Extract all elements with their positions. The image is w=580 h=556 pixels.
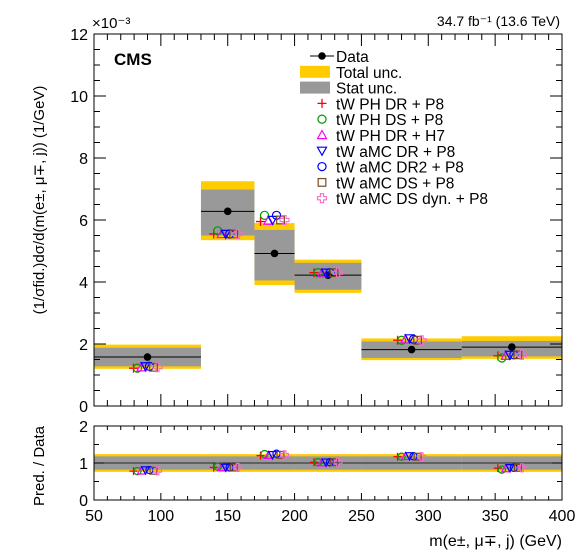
legend-label: tW PH DR + P8	[336, 96, 444, 113]
legend-swatch	[300, 81, 330, 94]
x-tick-label: 150	[214, 508, 241, 525]
ratio-marker	[497, 465, 507, 474]
legend-marker	[316, 146, 328, 157]
x-tick-label: 100	[148, 508, 175, 525]
top-prediction-markers	[128, 210, 527, 373]
prediction-marker	[220, 229, 232, 240]
ratio-marker	[276, 450, 285, 459]
y-tick-label: 2	[79, 337, 88, 354]
ratio-marker	[140, 466, 151, 476]
x-tick-label: 350	[482, 508, 509, 525]
prediction-marker	[413, 335, 422, 345]
y-tick-label: 4	[79, 275, 88, 292]
prediction-marker	[216, 228, 228, 239]
prediction-marker	[132, 363, 143, 373]
legend-marker	[317, 114, 327, 124]
prediction-marker	[332, 267, 344, 278]
ratio-marker	[333, 457, 343, 467]
legend-marker	[317, 161, 327, 172]
data-point	[508, 343, 516, 351]
prediction-marker	[504, 350, 516, 361]
y-tick-label: 10	[70, 89, 88, 106]
y-tick-label: 8	[79, 151, 88, 168]
legend-label: Total unc.	[336, 65, 402, 82]
prediction-marker	[329, 268, 339, 278]
y-tick-label: 6	[79, 213, 88, 230]
y-axis-label: (1/σfid.)dσ/d(m(e±, μ∓, j)) (1/GeV)	[31, 86, 48, 315]
x-axis-label: m(e±, μ∓, j) (GeV)	[429, 533, 562, 550]
legend-label: tW aMC DR + P8	[336, 144, 455, 161]
y-tick-label: 12	[70, 27, 88, 44]
ratio-y-tick-label: 2	[79, 419, 88, 436]
legend-marker	[316, 129, 328, 140]
ratio-marker	[220, 463, 231, 473]
legend-label: tW aMC DR2 + P8	[336, 160, 464, 177]
legend-marker	[317, 98, 327, 108]
legend-data-marker	[318, 52, 326, 60]
ratio-marker	[417, 452, 427, 462]
legend-label: tW aMC DS + P8	[336, 175, 454, 192]
data-point	[223, 207, 232, 216]
ratio-marker	[517, 463, 527, 473]
ratio-marker	[133, 466, 142, 476]
ratio-marker	[397, 452, 406, 461]
lumi-label: 34.7 fb⁻¹ (13.6 TeV)	[437, 13, 560, 29]
prediction-marker	[232, 228, 243, 239]
prediction-marker	[513, 350, 523, 360]
ratio-marker	[152, 466, 163, 476]
x-tick-label: 300	[415, 508, 442, 525]
ratio-axes: 50 100 150 200 250 300 350 400 0 1 2	[79, 419, 575, 525]
legend-label: tW aMC DS dyn. + P8	[336, 191, 488, 208]
ratio-marker	[320, 458, 332, 468]
ratio-marker	[279, 450, 290, 460]
prediction-marker	[152, 362, 163, 373]
legend-marker	[316, 193, 328, 204]
prediction-marker	[497, 353, 507, 363]
legend-label: tW PH DS + P8	[336, 112, 443, 129]
prediction-marker	[516, 349, 527, 360]
ratio-y-axis-label: Pred. / Data	[31, 425, 48, 506]
ratio-marker	[504, 464, 515, 474]
ratio-marker	[513, 463, 522, 472]
x-tick-label: 250	[348, 508, 375, 525]
x-tick-label: 50	[85, 508, 103, 525]
experiment-label: CMS	[114, 50, 152, 69]
y-tick-label: 0	[79, 399, 88, 416]
x-tick-label: 400	[549, 508, 576, 525]
prediction-marker	[276, 215, 285, 225]
legend-swatch	[300, 65, 330, 78]
ratio-y-tick-label: 1	[79, 456, 88, 473]
prediction-marker	[256, 217, 266, 227]
prediction-marker	[416, 335, 427, 346]
ratio-marker	[404, 452, 415, 462]
ratio-marker	[330, 458, 339, 467]
legend-label: Data	[336, 49, 369, 66]
legend-label: tW PH DR + H7	[336, 128, 445, 145]
prediction-marker	[404, 334, 416, 345]
ratio-marker	[233, 462, 243, 472]
prediction-marker	[229, 229, 239, 239]
prediction-marker	[149, 362, 158, 372]
ratio-marker	[267, 451, 278, 461]
ratio-marker	[149, 466, 158, 475]
data-point	[270, 249, 279, 258]
x-tick-label: 200	[281, 508, 308, 525]
ratio-marker	[413, 452, 422, 461]
prediction-marker	[279, 214, 290, 226]
exponent-label: ×10⁻³	[92, 15, 130, 32]
data-point	[143, 353, 152, 361]
legend-label: Stat unc.	[336, 81, 397, 98]
data-point	[407, 345, 416, 354]
prediction-marker	[396, 335, 407, 345]
prediction-marker	[320, 268, 332, 279]
ratio-marker	[229, 463, 238, 472]
top-axes: 0 2 4 6 8 10 12	[70, 27, 563, 416]
ratio-y-tick-label: 0	[79, 493, 88, 510]
prediction-marker	[139, 362, 152, 373]
ratio-prediction-markers	[129, 449, 527, 476]
legend-marker	[317, 177, 327, 187]
